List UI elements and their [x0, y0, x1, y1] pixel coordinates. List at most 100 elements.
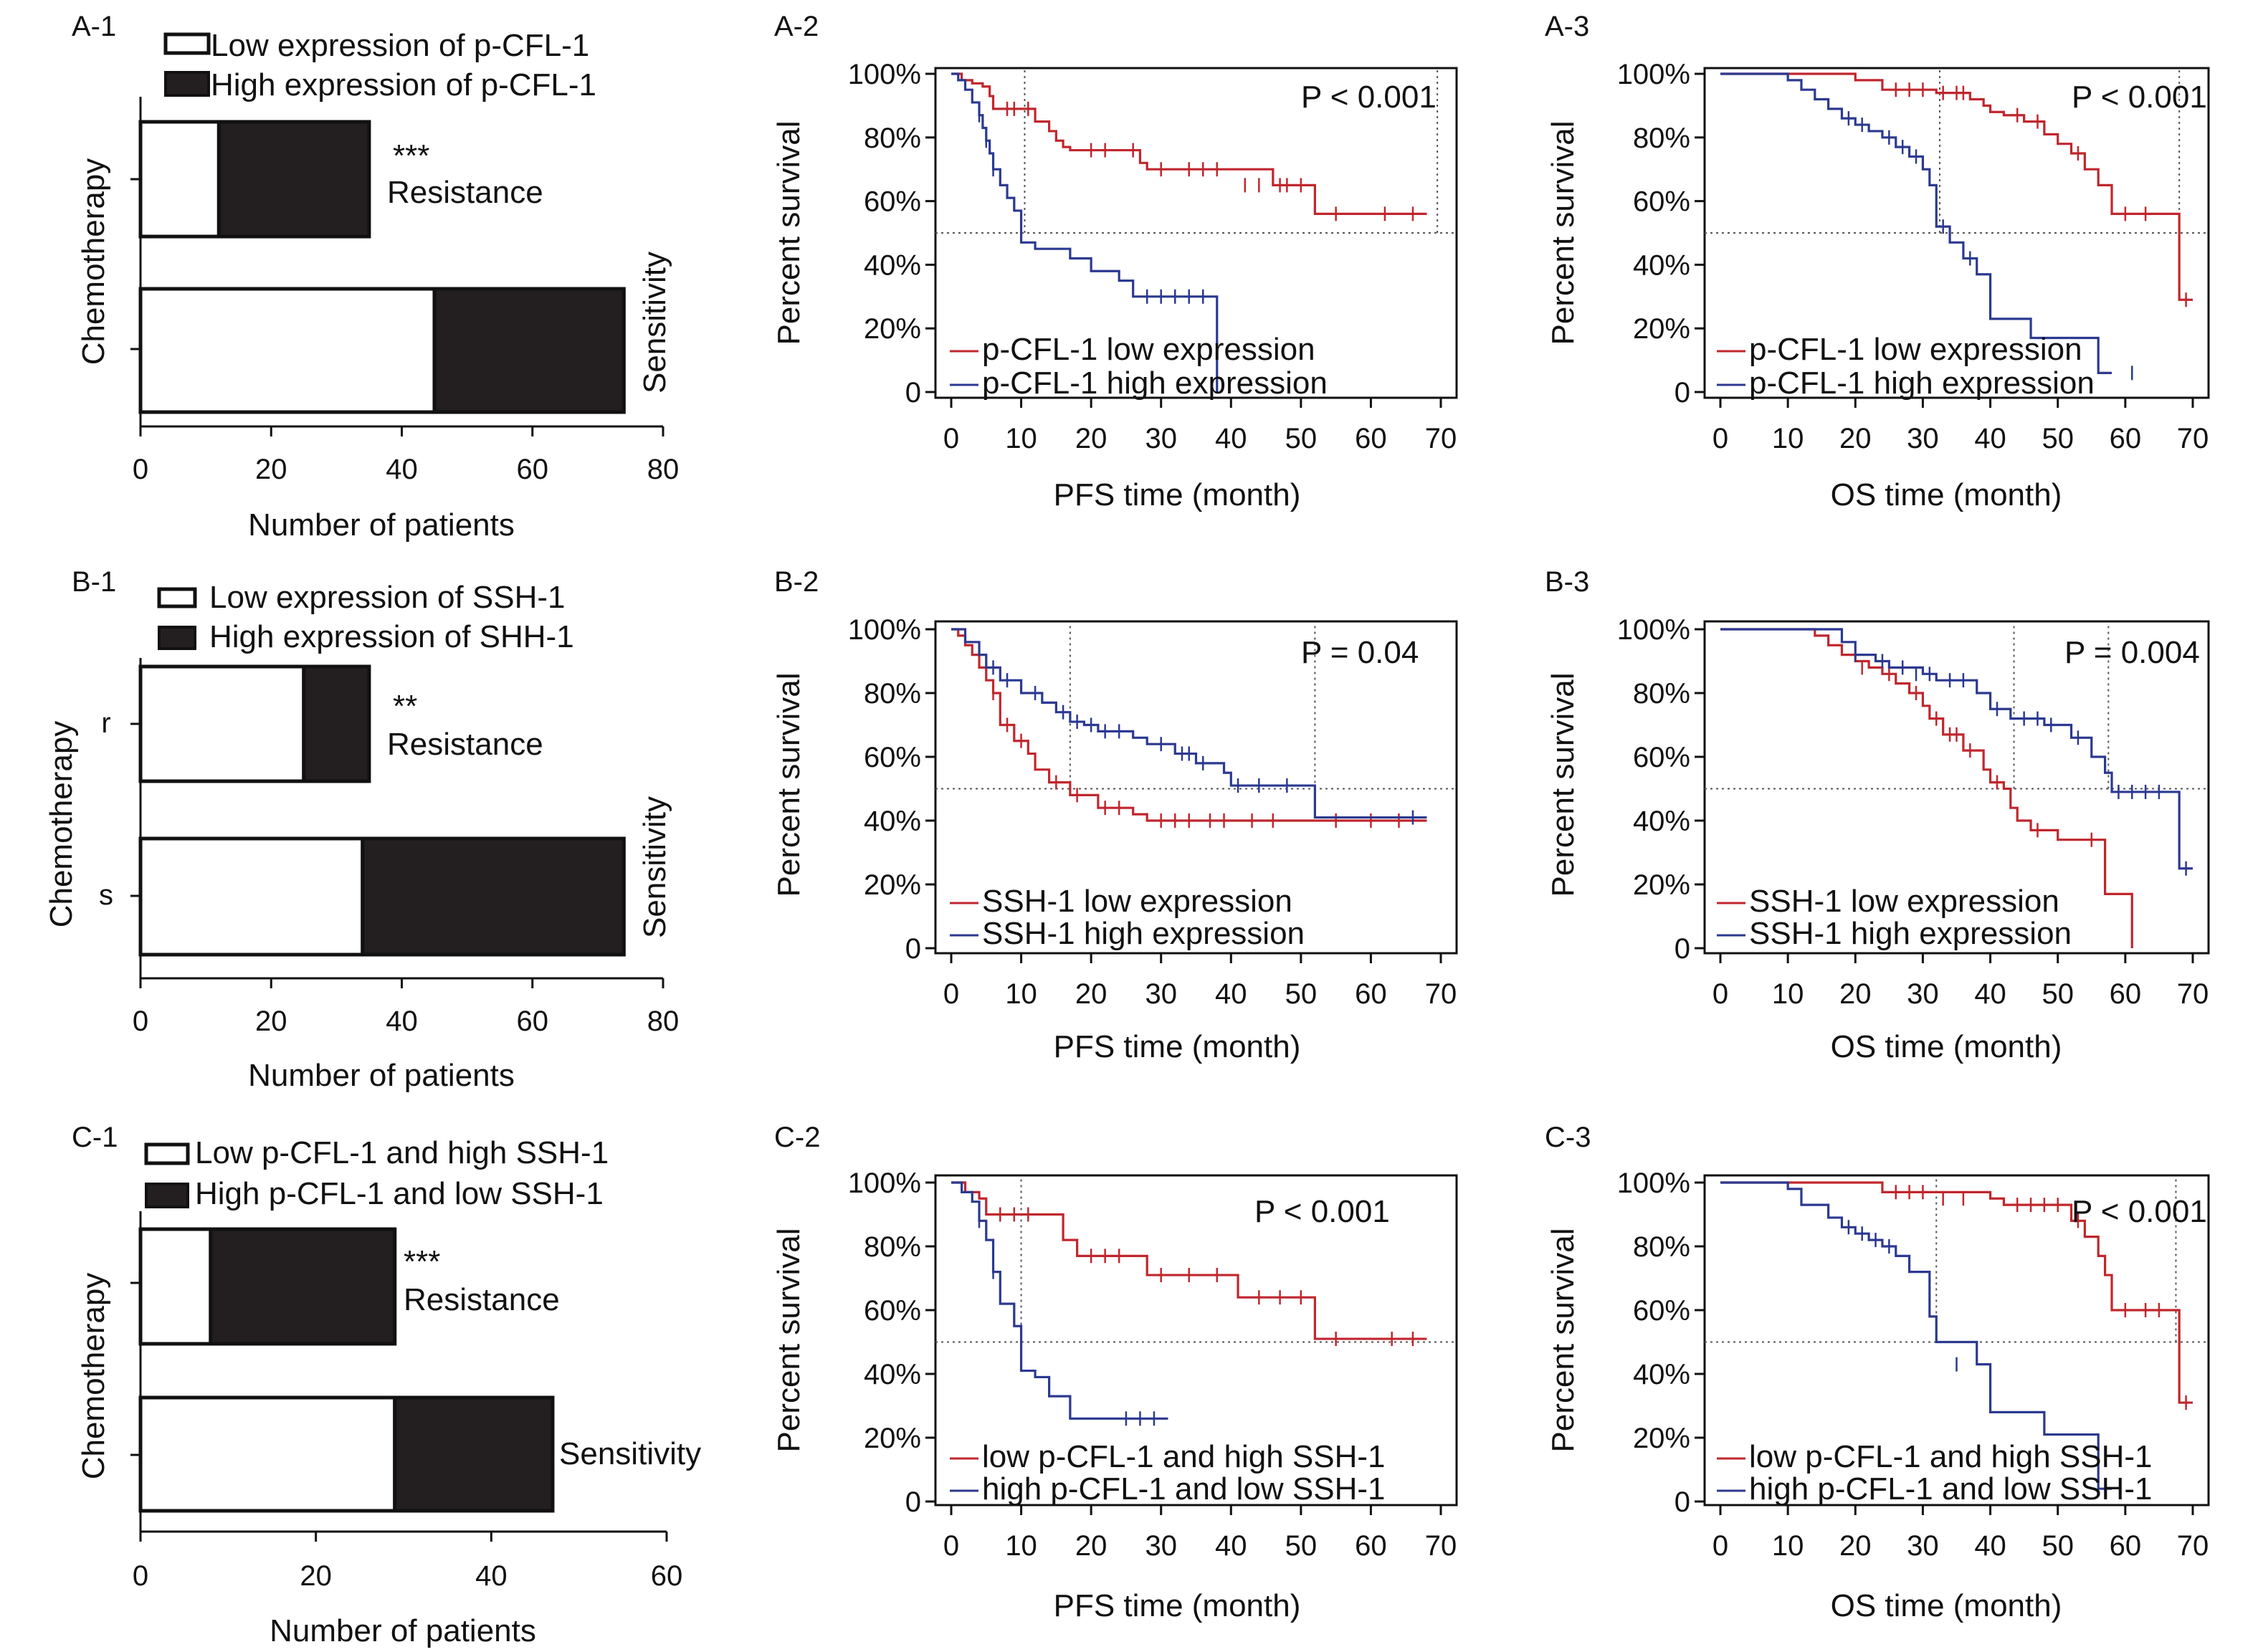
y-axis-label: Percent survival	[771, 120, 806, 345]
p-value-text: P < 0.001	[1301, 80, 1437, 115]
legend-label-low: Low p-CFL-1 and high SSH-1	[195, 1135, 609, 1170]
x-tick-label: 0	[133, 1560, 148, 1592]
p-value-text: P < 0.001	[1254, 1194, 1390, 1229]
panel-a1: A-1 Low expression of p-CFL-1 High expre…	[72, 11, 679, 543]
legend-swatch-low	[163, 32, 211, 55]
x-tick-label: 40	[386, 1006, 418, 1037]
x-tick-label: 50	[1285, 1530, 1318, 1562]
x-tick-label: 10	[1005, 978, 1037, 1010]
legend-label-low: low p-CFL-1 and high SSH-1	[982, 1439, 1385, 1474]
panel-label-b1: B-1	[72, 566, 116, 598]
category-label-resistance: Resistance	[404, 1282, 560, 1317]
panel-c3: C-3 Percent survival 0 20% 40% 60% 80% 100% 0…	[1545, 1122, 2210, 1623]
y-axis-label: Percent survival	[1545, 672, 1581, 897]
plot-frame	[1703, 620, 2210, 955]
legend-label-low: SSH-1 low expression	[1749, 884, 2059, 919]
legend: low p-CFL-1 and high SSH-1 high p-CFL-1 …	[1717, 1439, 2152, 1507]
y-axis-label: Chemotherapy	[76, 158, 111, 366]
p-value-text: P = 0.04	[1301, 635, 1419, 670]
x-tick-label: 20	[1839, 1530, 1872, 1562]
legend-swatch-high	[158, 626, 196, 650]
x-tick-label: 0	[1712, 423, 1728, 454]
x-tick-label: 50	[2042, 978, 2074, 1010]
x-tick-label: 0	[943, 978, 959, 1010]
x-tick-label: 30	[1145, 423, 1177, 454]
p-value: P < 0.001	[1254, 1194, 1390, 1229]
x-tick-label: 20	[255, 1006, 287, 1037]
x-axis-label: Number of patients	[248, 507, 515, 543]
x-tick-label: 40	[1215, 423, 1247, 454]
panel-label-b2: B-2	[774, 566, 819, 598]
x-tick-label: 60	[517, 454, 549, 485]
km-curve-high	[951, 72, 1219, 392]
y-tick-label: 0	[905, 933, 921, 965]
x-tick-label: 50	[1285, 423, 1318, 454]
panel-label-c3: C-3	[1545, 1122, 1591, 1153]
x-tick-label: 40	[1215, 978, 1247, 1010]
x-tick-label: 60	[1355, 1530, 1387, 1562]
x-tick-label: 20	[300, 1560, 332, 1592]
category-label-sensitivity: Sensitivity	[637, 252, 672, 393]
p-value-text: P = 0.004	[2064, 635, 2200, 670]
km-curve-low	[951, 628, 1427, 822]
p-value: P < 0.001	[2072, 1194, 2207, 1229]
panel-label-a1: A-1	[72, 11, 116, 42]
x-tick-label: 50	[2042, 1530, 2074, 1562]
x-tick-label: 10	[1005, 423, 1037, 454]
x-tick-label: 70	[2177, 423, 2209, 454]
x-tick-label: 20	[1075, 423, 1107, 454]
x-tick-label: 30	[1907, 1530, 1939, 1562]
legend-label-low: SSH-1 low expression	[982, 884, 1292, 919]
y-tick-label: 60%	[1633, 186, 1690, 218]
y-tick-label: 100%	[1617, 614, 1690, 646]
p-value-text: P < 0.001	[2072, 80, 2207, 115]
x-tick-label: 70	[1425, 423, 1457, 454]
legend-label-low: Low expression of p-CFL-1	[211, 28, 589, 63]
legend-swatch-low	[157, 587, 197, 608]
x-tick-label: 60	[2110, 423, 2142, 454]
legend-label-high: p-CFL-1 high expression	[1749, 366, 2095, 401]
x-tick-label: 40	[1974, 1530, 2006, 1562]
km-curve-high	[951, 628, 1427, 819]
bar-resistance-low	[138, 664, 306, 783]
legend-swatch-high	[164, 71, 210, 97]
legend-label-high: High expression of p-CFL-1	[211, 67, 596, 102]
y-tick-label: 100%	[848, 59, 921, 90]
x-axis-label: PFS time (month)	[1054, 477, 1301, 512]
bar-resistance-low	[138, 1227, 213, 1346]
legend-label-low: low p-CFL-1 and high SSH-1	[1749, 1439, 2152, 1474]
y-tick-label: 80%	[864, 678, 921, 710]
x-axis-label: OS time (month)	[1831, 1588, 2062, 1623]
y-tick-label: 40%	[864, 249, 921, 281]
x-tick-label: 20	[1839, 978, 1872, 1010]
y-tick-label: 40%	[1633, 1359, 1690, 1390]
panel-label-b3: B-3	[1545, 566, 1589, 598]
x-tick-label: 0	[1712, 1530, 1728, 1562]
panel-c1: C-1 Low p-CFL-1 and high SSH-1 High p-CF…	[72, 1122, 701, 1648]
legend-label-high: High expression of SHH-1	[209, 619, 574, 654]
x-axis-label: PFS time (month)	[1054, 1029, 1301, 1064]
y-tick-label: 80%	[1633, 678, 1690, 710]
legend-label-high: p-CFL-1 high expression	[982, 366, 1328, 401]
y-tick-label: 40%	[1633, 249, 1690, 281]
legend-label-high: High p-CFL-1 and low SSH-1	[195, 1176, 604, 1211]
x-tick-label: 30	[1907, 423, 1939, 454]
y-tick-label-r: r	[101, 707, 110, 739]
legend-label-high: SSH-1 high expression	[1749, 916, 2072, 951]
x-tick-label: 20	[1839, 423, 1872, 454]
bar-sensitivity-high	[361, 836, 626, 957]
y-tick-label: 60%	[1633, 1295, 1690, 1327]
x-tick-label: 10	[1772, 978, 1804, 1010]
x-tick-label: 20	[1075, 978, 1107, 1010]
bar-resistance-high	[302, 664, 371, 783]
legend-label-low: Low expression of SSH-1	[209, 580, 565, 615]
km-curve-high	[1720, 628, 2193, 870]
legend-label-low: p-CFL-1 low expression	[982, 332, 1315, 367]
y-tick-label: 100%	[1617, 59, 1690, 90]
x-axis-label: PFS time (month)	[1054, 1588, 1301, 1623]
panel-c2: C-2 Percent survival 0 20% 40% 60% 80% 100% 0…	[771, 1122, 1458, 1623]
km-curve-low	[1720, 72, 2193, 301]
p-value-text: P < 0.001	[2072, 1194, 2207, 1229]
plot-frame	[934, 620, 1458, 955]
panel-b3: B-3 Percent survival 0 20% 40% 60% 80% 100% 0…	[1545, 566, 2210, 1064]
